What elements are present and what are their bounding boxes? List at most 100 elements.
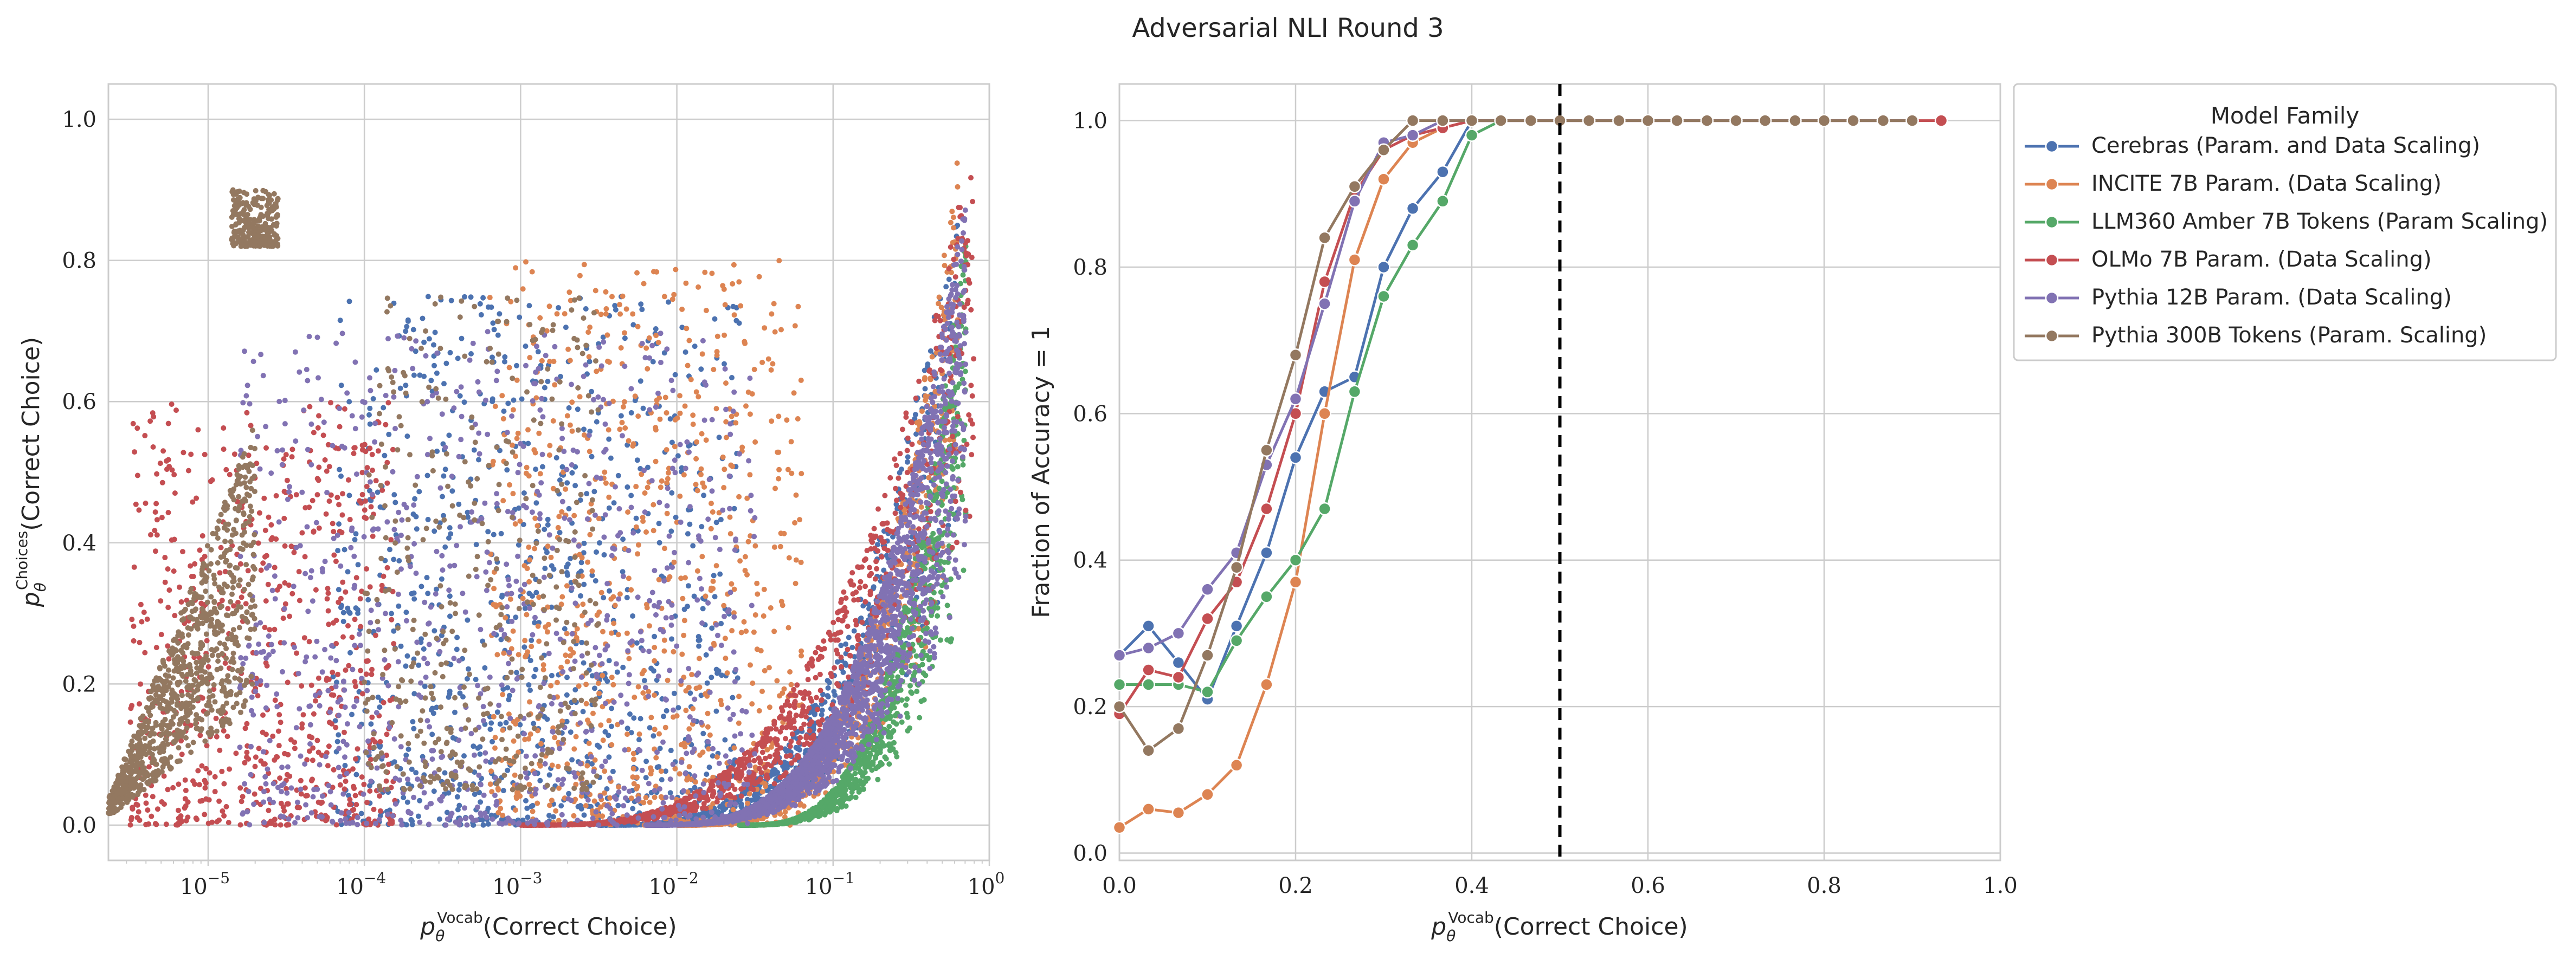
scatter-point bbox=[454, 634, 460, 640]
scatter-point bbox=[529, 269, 535, 275]
scatter-point bbox=[185, 814, 191, 820]
scatter-point bbox=[914, 689, 920, 695]
scatter-point bbox=[700, 730, 706, 736]
scatter-point bbox=[602, 768, 608, 774]
scatter-point bbox=[306, 639, 312, 645]
scatter-point bbox=[648, 715, 654, 721]
scatter-point bbox=[628, 730, 634, 736]
scatter-point bbox=[442, 544, 448, 550]
scatter-point bbox=[242, 725, 248, 731]
scatter-point bbox=[619, 419, 625, 425]
scatter-point bbox=[641, 281, 647, 287]
scatter-point bbox=[499, 393, 505, 399]
scatter-point bbox=[647, 799, 653, 805]
scatter-point bbox=[709, 675, 714, 681]
scatter-point bbox=[542, 566, 548, 572]
scatter-point bbox=[454, 646, 460, 652]
scatter-point bbox=[657, 746, 663, 751]
scatter-point bbox=[172, 490, 178, 496]
scatter-point bbox=[331, 529, 337, 535]
scatter-point bbox=[375, 694, 381, 700]
scatter-point bbox=[730, 695, 736, 701]
scatter-point bbox=[297, 598, 302, 604]
scatter-point bbox=[417, 372, 423, 378]
scatter-point bbox=[563, 325, 569, 331]
scatter-point bbox=[176, 781, 182, 787]
scatter-point bbox=[516, 652, 521, 658]
scatter-point bbox=[265, 581, 271, 587]
scatter-point bbox=[532, 546, 538, 552]
scatter-point bbox=[130, 805, 136, 811]
scatter-point bbox=[840, 669, 846, 675]
scatter-point bbox=[359, 691, 365, 697]
scatter-point bbox=[466, 666, 471, 672]
scatter-point bbox=[502, 359, 507, 365]
scatter-point bbox=[313, 587, 319, 593]
scatter-point bbox=[603, 311, 609, 317]
scatter-point bbox=[651, 502, 656, 508]
scatter-point bbox=[617, 311, 623, 317]
scatter-point bbox=[226, 820, 231, 826]
scatter-point bbox=[559, 464, 565, 470]
scatter-point bbox=[922, 386, 928, 392]
scatter-point bbox=[485, 821, 491, 827]
scatter-point bbox=[752, 543, 758, 549]
scatter-point bbox=[447, 525, 453, 531]
scatter-point bbox=[756, 274, 762, 280]
scatter-point bbox=[615, 632, 621, 638]
scatter-point bbox=[365, 597, 371, 602]
scatter-point bbox=[635, 323, 641, 329]
scatter-point bbox=[263, 445, 269, 451]
scatter-point bbox=[771, 771, 776, 777]
scatter-point bbox=[653, 755, 659, 761]
scatter-point bbox=[852, 654, 858, 660]
scatter-point bbox=[778, 327, 784, 333]
scatter-point bbox=[669, 636, 674, 642]
scatter-point bbox=[736, 694, 742, 699]
scatter-point bbox=[820, 691, 826, 697]
scatter-point bbox=[781, 530, 787, 536]
scatter-point bbox=[887, 747, 893, 753]
scatter-point bbox=[515, 430, 521, 436]
scatter-point bbox=[336, 521, 342, 527]
scatter-point bbox=[596, 690, 602, 696]
scatter-point bbox=[411, 596, 417, 602]
scatter-point bbox=[132, 449, 138, 455]
scatter-point bbox=[213, 716, 219, 721]
scatter-point bbox=[498, 530, 504, 536]
scatter-point bbox=[320, 432, 326, 438]
scatter-point bbox=[598, 312, 604, 317]
scatter-point bbox=[362, 442, 368, 448]
scatter-point bbox=[630, 774, 636, 780]
scatter-point bbox=[503, 615, 508, 621]
scatter-point bbox=[858, 768, 864, 774]
scatter-point bbox=[370, 396, 376, 401]
scatter-point bbox=[505, 767, 511, 773]
scatter-point bbox=[626, 656, 632, 662]
scatter-point bbox=[606, 494, 612, 500]
scatter-point bbox=[311, 528, 317, 534]
scatter-point bbox=[510, 491, 516, 496]
scatter-point bbox=[817, 803, 823, 809]
scatter-point bbox=[220, 808, 226, 814]
scatter-point bbox=[490, 738, 495, 744]
scatter-point bbox=[425, 294, 431, 300]
scatter-point bbox=[604, 786, 610, 792]
scatter-point bbox=[948, 219, 954, 225]
scatter-point bbox=[609, 294, 615, 300]
scatter-point bbox=[675, 453, 681, 459]
scatter-point bbox=[798, 648, 804, 654]
scatter-point bbox=[892, 712, 898, 718]
scatter-point bbox=[441, 513, 446, 519]
scatter-point bbox=[596, 540, 602, 546]
scatter-point bbox=[630, 441, 636, 447]
scatter-point bbox=[652, 645, 658, 650]
scatter-point bbox=[850, 784, 855, 790]
scatter-point bbox=[519, 396, 525, 402]
scatter-point bbox=[287, 773, 293, 779]
scatter-point bbox=[580, 601, 586, 607]
scatter-point bbox=[893, 721, 899, 727]
scatter-point bbox=[708, 526, 714, 532]
scatter-point bbox=[636, 731, 642, 737]
scatter-point bbox=[404, 799, 410, 805]
